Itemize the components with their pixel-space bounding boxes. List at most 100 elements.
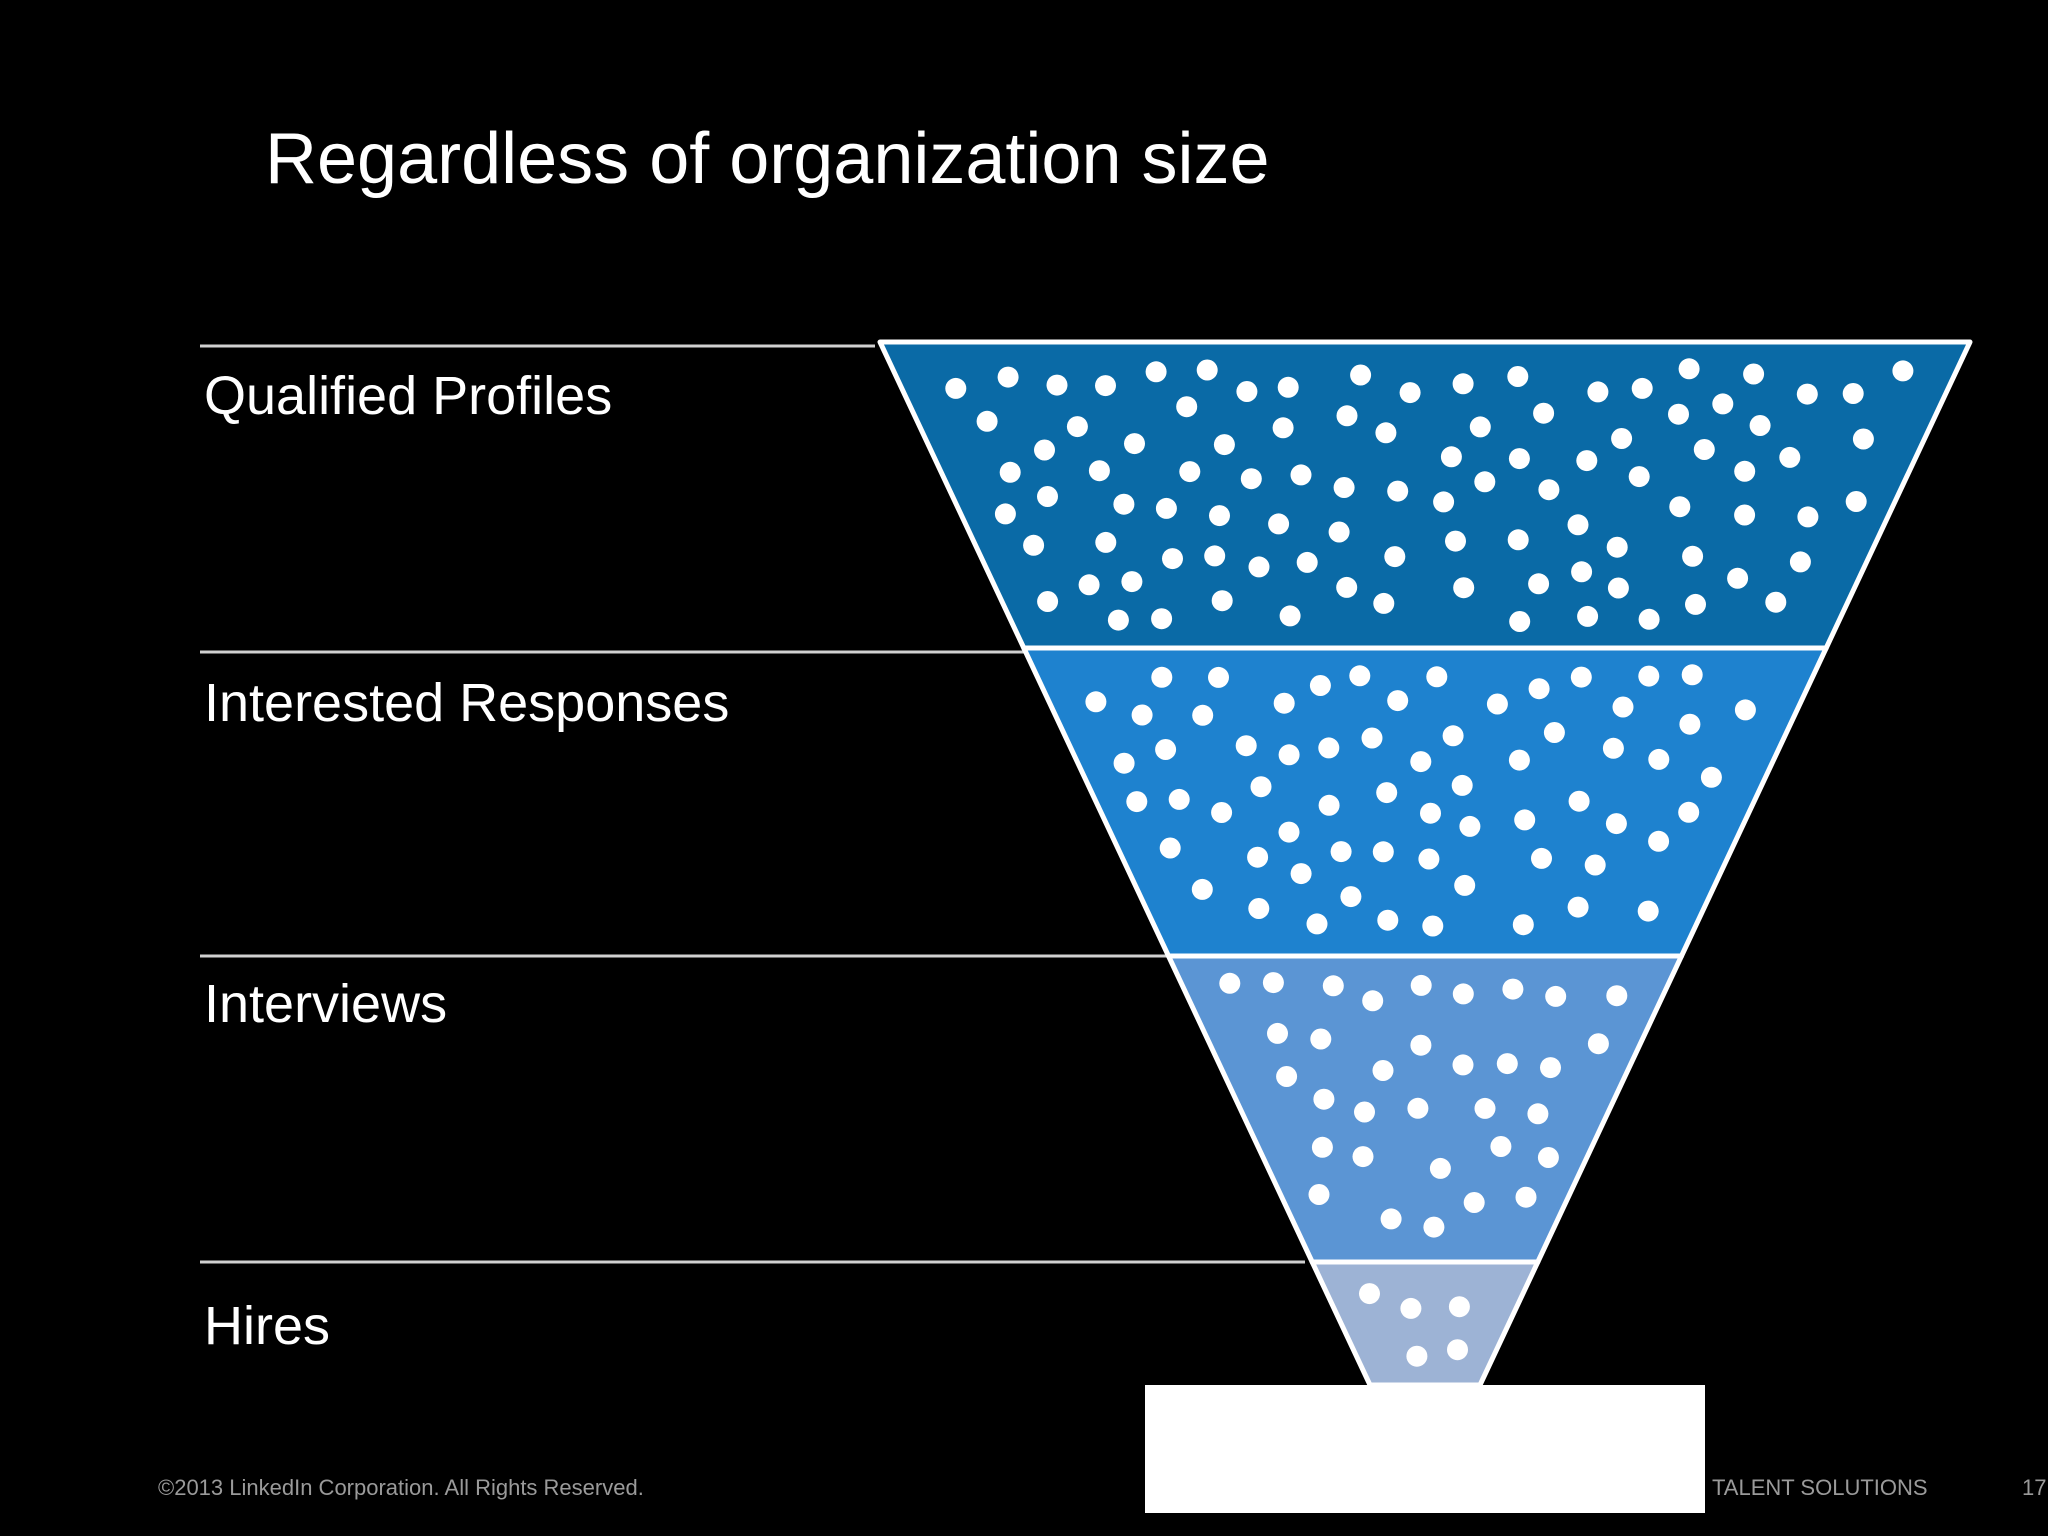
funnel-dot: [1162, 548, 1183, 570]
funnel-dot: [1078, 574, 1100, 596]
funnel-dot: [1422, 915, 1444, 937]
funnel-dot: [1577, 605, 1599, 627]
funnel-dot: [1797, 506, 1819, 528]
funnel-dot: [1474, 471, 1496, 493]
funnel-dot: [999, 461, 1021, 483]
funnel-dot: [1219, 972, 1241, 994]
funnel-dot: [1384, 546, 1406, 568]
funnel-dot: [1459, 815, 1481, 837]
footer-copyright: ©2013 LinkedIn Corporation. All Rights R…: [158, 1475, 644, 1500]
funnel-dot: [1423, 1216, 1445, 1238]
funnel-dot: [1349, 665, 1371, 687]
funnel-dot: [1192, 704, 1214, 726]
funnel-dot: [1350, 364, 1372, 386]
funnel-dot: [1240, 468, 1262, 490]
funnel-dot: [1151, 608, 1173, 630]
funnel-dot: [1568, 790, 1590, 812]
funnel-dot: [1209, 505, 1230, 527]
funnel-dot: [1290, 863, 1312, 885]
funnel-dot: [1272, 417, 1294, 439]
funnel-dot: [1248, 898, 1270, 919]
funnel-dot: [1204, 545, 1226, 567]
funnel-dot: [1354, 1101, 1375, 1123]
funnel-dot: [1669, 496, 1691, 518]
funnel-dot: [1514, 809, 1536, 831]
funnel-dot: [1765, 591, 1787, 613]
funnel-dot: [1440, 446, 1462, 468]
funnel-dot: [1508, 448, 1530, 470]
funnel-dot: [1211, 590, 1233, 612]
funnel-dot: [1279, 605, 1301, 627]
funnel-dot: [1789, 551, 1811, 573]
funnel-dot: [1509, 611, 1531, 632]
funnel-dot: [1372, 841, 1394, 863]
funnel-dot: [1380, 1208, 1402, 1230]
funnel-dot: [1528, 573, 1550, 595]
funnel-dot: [1268, 513, 1290, 535]
funnel-dot: [1333, 477, 1355, 498]
funnel-dot: [1407, 1097, 1429, 1119]
funnel-dot: [1277, 376, 1299, 398]
funnel-dot: [1527, 1103, 1549, 1125]
funnel-dot: [1605, 813, 1627, 835]
funnel-dot: [1387, 690, 1409, 712]
page-number: 17: [2022, 1475, 2047, 1500]
funnel-dot: [1278, 821, 1300, 843]
funnel-dot: [1179, 461, 1201, 483]
funnel-dot: [1543, 722, 1565, 743]
funnel-dot: [1584, 854, 1606, 876]
funnel-dot: [1113, 752, 1135, 774]
funnel-dot: [1749, 415, 1771, 436]
funnel-dot: [1176, 396, 1198, 418]
funnel-dot: [1131, 704, 1153, 726]
funnel-dot: [945, 377, 967, 399]
funnel-dot: [1679, 713, 1701, 735]
funnel-dot: [1779, 446, 1801, 468]
funnel-dot: [1168, 788, 1190, 810]
funnel-dot: [1734, 460, 1756, 482]
funnel-dot: [1587, 1033, 1609, 1055]
funnel-dot: [1631, 377, 1653, 399]
funnel-dot: [1213, 434, 1235, 456]
funnel-dot: [1088, 460, 1110, 482]
funnel-dot: [1107, 609, 1129, 631]
funnel-dot: [1607, 577, 1629, 599]
funnel-dot: [1399, 382, 1421, 404]
funnel-dot: [1278, 744, 1300, 766]
funnel-dot: [1034, 439, 1055, 461]
funnel-dot: [976, 410, 998, 432]
funnel-dot: [1508, 749, 1530, 771]
funnel-dot: [1545, 985, 1567, 1007]
funnel-dot: [1037, 486, 1058, 507]
funnel-dot: [1445, 530, 1466, 552]
funnel-dot: [1576, 450, 1598, 472]
funnel-dot: [1159, 837, 1181, 859]
funnel-dot: [1528, 678, 1550, 700]
funnel-dot: [1066, 416, 1088, 438]
funnel-band-hires: [1309, 1259, 1541, 1388]
funnel-dot: [1429, 1157, 1451, 1179]
funnel-dot: [1842, 383, 1864, 404]
funnel-dot: [1570, 666, 1592, 688]
funnel-dot: [1373, 592, 1395, 614]
funnel-dot: [1682, 545, 1704, 567]
funnel-dot: [1637, 900, 1659, 922]
funnel-dot: [1290, 464, 1312, 486]
funnel-dot: [1685, 593, 1706, 615]
slide-title: Regardless of organization size: [265, 119, 1270, 199]
funnel-dot: [1046, 374, 1068, 396]
funnel-dot: [1262, 972, 1284, 994]
funnel-dot: [1248, 556, 1270, 578]
funnel-dot: [1540, 1057, 1561, 1079]
funnel-dot: [1486, 693, 1508, 715]
funnel-dot: [1322, 975, 1344, 997]
funnel-dot: [1273, 692, 1295, 714]
funnel-dot: [1612, 696, 1634, 718]
funnel-dot: [1155, 739, 1177, 760]
funnel-dot: [1418, 848, 1440, 870]
funnel-dot: [1453, 577, 1475, 599]
funnel-dot: [1507, 529, 1529, 551]
funnel-dot: [1606, 985, 1628, 1007]
funnel-dot: [1361, 727, 1383, 749]
